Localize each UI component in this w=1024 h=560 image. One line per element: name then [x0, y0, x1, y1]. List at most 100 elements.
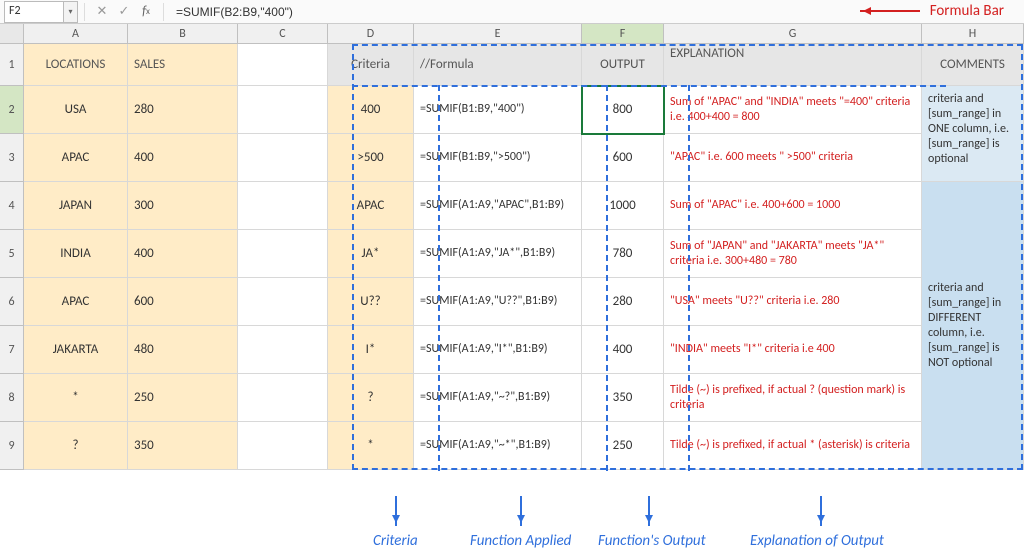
arrow-down-icon	[820, 496, 822, 526]
cell-E1[interactable]: //Formula	[414, 44, 582, 86]
cell-sales[interactable]: 280	[128, 86, 238, 134]
col-header-H[interactable]: H	[922, 24, 1024, 43]
cell-comments-top[interactable]: criteria and [sum_range] in ONE column, …	[922, 86, 1024, 182]
cell-comments-bottom[interactable]: criteria and [sum_range] in DIFFERENT co…	[922, 182, 1024, 470]
anno-criteria: Criteria	[373, 532, 418, 550]
cell-formula[interactable]: =SUMIF(A1:A9,"~*",B1:B9)	[414, 422, 582, 470]
confirm-icon[interactable]: ✓	[115, 3, 133, 21]
cell-location[interactable]: JAPAN	[24, 182, 128, 230]
name-box-dropdown-icon[interactable]: ▾	[64, 1, 78, 23]
cell-criteria[interactable]: APAC	[328, 182, 414, 230]
cell-blank[interactable]	[238, 230, 328, 278]
cell-explanation[interactable]: Sum of "JAPAN" and "JAKARTA" meets "JA*"…	[664, 230, 922, 278]
separator	[84, 3, 85, 21]
cell-sales[interactable]: 400	[128, 134, 238, 182]
cell-formula[interactable]: =SUMIF(B1:B9,">500")	[414, 134, 582, 182]
table-row: 5INDIA400 JA*=SUMIF(A1:A9,"JA*",B1:B9)780…	[0, 230, 1024, 278]
row-header[interactable]: 2	[0, 86, 24, 134]
cell-criteria[interactable]: *	[328, 422, 414, 470]
table-row: 4JAPAN300 APAC=SUMIF(A1:A9,"APAC",B1:B9)1…	[0, 182, 1024, 230]
cell-G1[interactable]: EXPLANATION	[664, 44, 922, 86]
row-header[interactable]: 7	[0, 326, 24, 374]
cell-output[interactable]: 280	[582, 278, 664, 326]
cell-criteria[interactable]: ?	[328, 374, 414, 422]
cell-location[interactable]: *	[24, 374, 128, 422]
cell-formula[interactable]: =SUMIF(A1:A9,"U??",B1:B9)	[414, 278, 582, 326]
cell-H1[interactable]: COMMENTS	[922, 44, 1024, 86]
cell-sales[interactable]: 300	[128, 182, 238, 230]
cell-formula[interactable]: =SUMIF(A1:A9,"JA*",B1:B9)	[414, 230, 582, 278]
row-header[interactable]: 4	[0, 182, 24, 230]
cell-blank[interactable]	[238, 278, 328, 326]
cell-criteria[interactable]: JA*	[328, 230, 414, 278]
cell-explanation[interactable]: Sum of "APAC" and "INDIA" meets "=400" c…	[664, 86, 922, 134]
cell-location[interactable]: INDIA	[24, 230, 128, 278]
cell-B1[interactable]: SALES	[128, 44, 238, 86]
cell-criteria[interactable]: I*	[328, 326, 414, 374]
cell-output[interactable]: 1000	[582, 182, 664, 230]
cell-output[interactable]: 250	[582, 422, 664, 470]
cell-location[interactable]: APAC	[24, 134, 128, 182]
cell-location[interactable]: APAC	[24, 278, 128, 326]
cell-sales[interactable]: 600	[128, 278, 238, 326]
select-all-corner[interactable]	[0, 24, 24, 43]
cell-explanation[interactable]: "USA" meets "U??" criteria i.e. 280	[664, 278, 922, 326]
col-header-D[interactable]: D	[328, 24, 414, 43]
cell-criteria[interactable]: 400	[328, 86, 414, 134]
cell-formula[interactable]: =SUMIF(B1:B9,"400")	[414, 86, 582, 134]
cell-formula[interactable]: =SUMIF(A1:A9,"APAC",B1:B9)	[414, 182, 582, 230]
cell-blank[interactable]	[238, 86, 328, 134]
cell-output[interactable]: 350	[582, 374, 664, 422]
cell-location[interactable]: USA	[24, 86, 128, 134]
arrow-down-icon	[648, 496, 650, 526]
cell-explanation[interactable]: Tilde (~) is prefixed, if actual * (aste…	[664, 422, 922, 470]
anno-output: Function's Output	[598, 532, 706, 550]
cell-explanation[interactable]: "APAC" i.e. 600 meets " >500" criteria	[664, 134, 922, 182]
cell-formula[interactable]: =SUMIF(A1:A9,"~?",B1:B9)	[414, 374, 582, 422]
app-container: F2 ▾ ✕ ✓ fx Formula Bar A B C D E F G H …	[0, 0, 1024, 560]
cell-location[interactable]: ?	[24, 422, 128, 470]
row-header[interactable]: 9	[0, 422, 24, 470]
cancel-icon[interactable]: ✕	[93, 3, 111, 21]
col-header-B[interactable]: B	[128, 24, 238, 43]
cell-sales[interactable]: 350	[128, 422, 238, 470]
cell-sales[interactable]: 400	[128, 230, 238, 278]
row-header[interactable]: 3	[0, 134, 24, 182]
cell-blank[interactable]	[238, 422, 328, 470]
cell-formula[interactable]: =SUMIF(A1:A9,"I*",B1:B9)	[414, 326, 582, 374]
cell-output[interactable]: 600	[582, 134, 664, 182]
col-header-E[interactable]: E	[414, 24, 582, 43]
col-header-C[interactable]: C	[238, 24, 328, 43]
fx-icon[interactable]: fx	[137, 3, 155, 21]
row-header[interactable]: 6	[0, 278, 24, 326]
arrow-down-icon	[395, 496, 397, 526]
row-header-1[interactable]: 1	[0, 44, 24, 86]
cell-explanation[interactable]: "INDIA" meets "I*" criteria i.e 400	[664, 326, 922, 374]
cell-output[interactable]: 780	[582, 230, 664, 278]
cell-blank[interactable]	[238, 326, 328, 374]
cell-criteria[interactable]: >500	[328, 134, 414, 182]
cell-sales[interactable]: 480	[128, 326, 238, 374]
col-header-A[interactable]: A	[24, 24, 128, 43]
cell-location[interactable]: JAKARTA	[24, 326, 128, 374]
formula-bar-label-text: Formula Bar	[930, 2, 1004, 20]
table-row: 2USA280 400=SUMIF(B1:B9,"400")800Sum of "…	[0, 86, 1024, 134]
cell-F1[interactable]: OUTPUT	[582, 44, 664, 86]
cell-output[interactable]: 800	[582, 86, 664, 134]
name-box[interactable]: F2	[4, 1, 64, 23]
cell-A1[interactable]: LOCATIONS	[24, 44, 128, 86]
cell-output[interactable]: 400	[582, 326, 664, 374]
cell-sales[interactable]: 250	[128, 374, 238, 422]
cell-explanation[interactable]: Tilde (~) is prefixed, if actual ? (ques…	[664, 374, 922, 422]
cell-criteria[interactable]: U??	[328, 278, 414, 326]
cell-blank[interactable]	[238, 134, 328, 182]
col-header-G[interactable]: G	[664, 24, 922, 43]
cell-D1[interactable]: Criteria	[328, 44, 414, 86]
cell-C1[interactable]	[238, 44, 328, 86]
cell-blank[interactable]	[238, 182, 328, 230]
cell-blank[interactable]	[238, 374, 328, 422]
cell-explanation[interactable]: Sum of "APAC" i.e. 400+600 = 1000	[664, 182, 922, 230]
col-header-F[interactable]: F	[582, 24, 664, 43]
row-header[interactable]: 8	[0, 374, 24, 422]
row-header[interactable]: 5	[0, 230, 24, 278]
